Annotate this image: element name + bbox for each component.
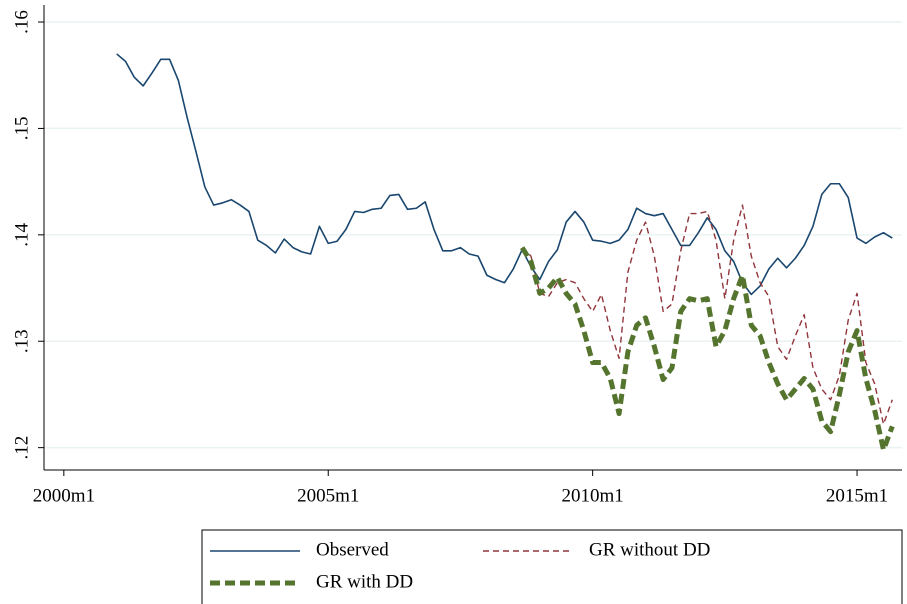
series-line: [521, 204, 893, 425]
y-tick-label: .16: [11, 10, 32, 34]
legend-label: Observed: [316, 539, 389, 560]
series-line: [520, 246, 895, 453]
series-line: [116, 53, 893, 296]
x-tick-label: 2005m1: [297, 485, 359, 506]
legend-label: GR with DD: [316, 571, 413, 592]
x-tick-label: 2010m1: [562, 485, 624, 506]
x-tick-label: 2015m1: [826, 485, 888, 506]
legend-label: GR without DD: [589, 539, 710, 560]
y-tick-label: .13: [11, 329, 32, 353]
y-tick-label: .12: [11, 436, 32, 460]
x-tick-label: 2000m1: [33, 485, 95, 506]
legend-box: [201, 529, 903, 604]
y-tick-label: .15: [11, 117, 32, 141]
y-tick-label: .14: [11, 222, 32, 246]
legend: Observed GR without DD GR with DD: [201, 529, 903, 604]
